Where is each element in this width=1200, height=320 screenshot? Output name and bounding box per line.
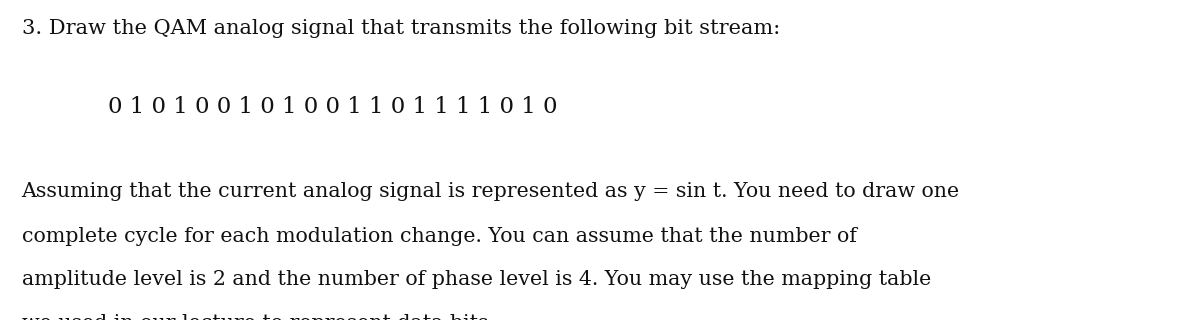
Text: 0 1 0 1 0 0 1 0 1 0 0 1 1 0 1 1 1 1 0 1 0: 0 1 0 1 0 0 1 0 1 0 0 1 1 0 1 1 1 1 0 1 … — [108, 96, 558, 118]
Text: Assuming that the current analog signal is represented as y = sin t. You need to: Assuming that the current analog signal … — [22, 182, 960, 201]
Text: 3. Draw the QAM analog signal that transmits the following bit stream:: 3. Draw the QAM analog signal that trans… — [22, 19, 780, 38]
Text: amplitude level is 2 and the number of phase level is 4. You may use the mapping: amplitude level is 2 and the number of p… — [22, 270, 931, 289]
Text: complete cycle for each modulation change. You can assume that the number of: complete cycle for each modulation chang… — [22, 227, 857, 246]
Text: we used in our lecture to represent data bits.: we used in our lecture to represent data… — [22, 314, 494, 320]
